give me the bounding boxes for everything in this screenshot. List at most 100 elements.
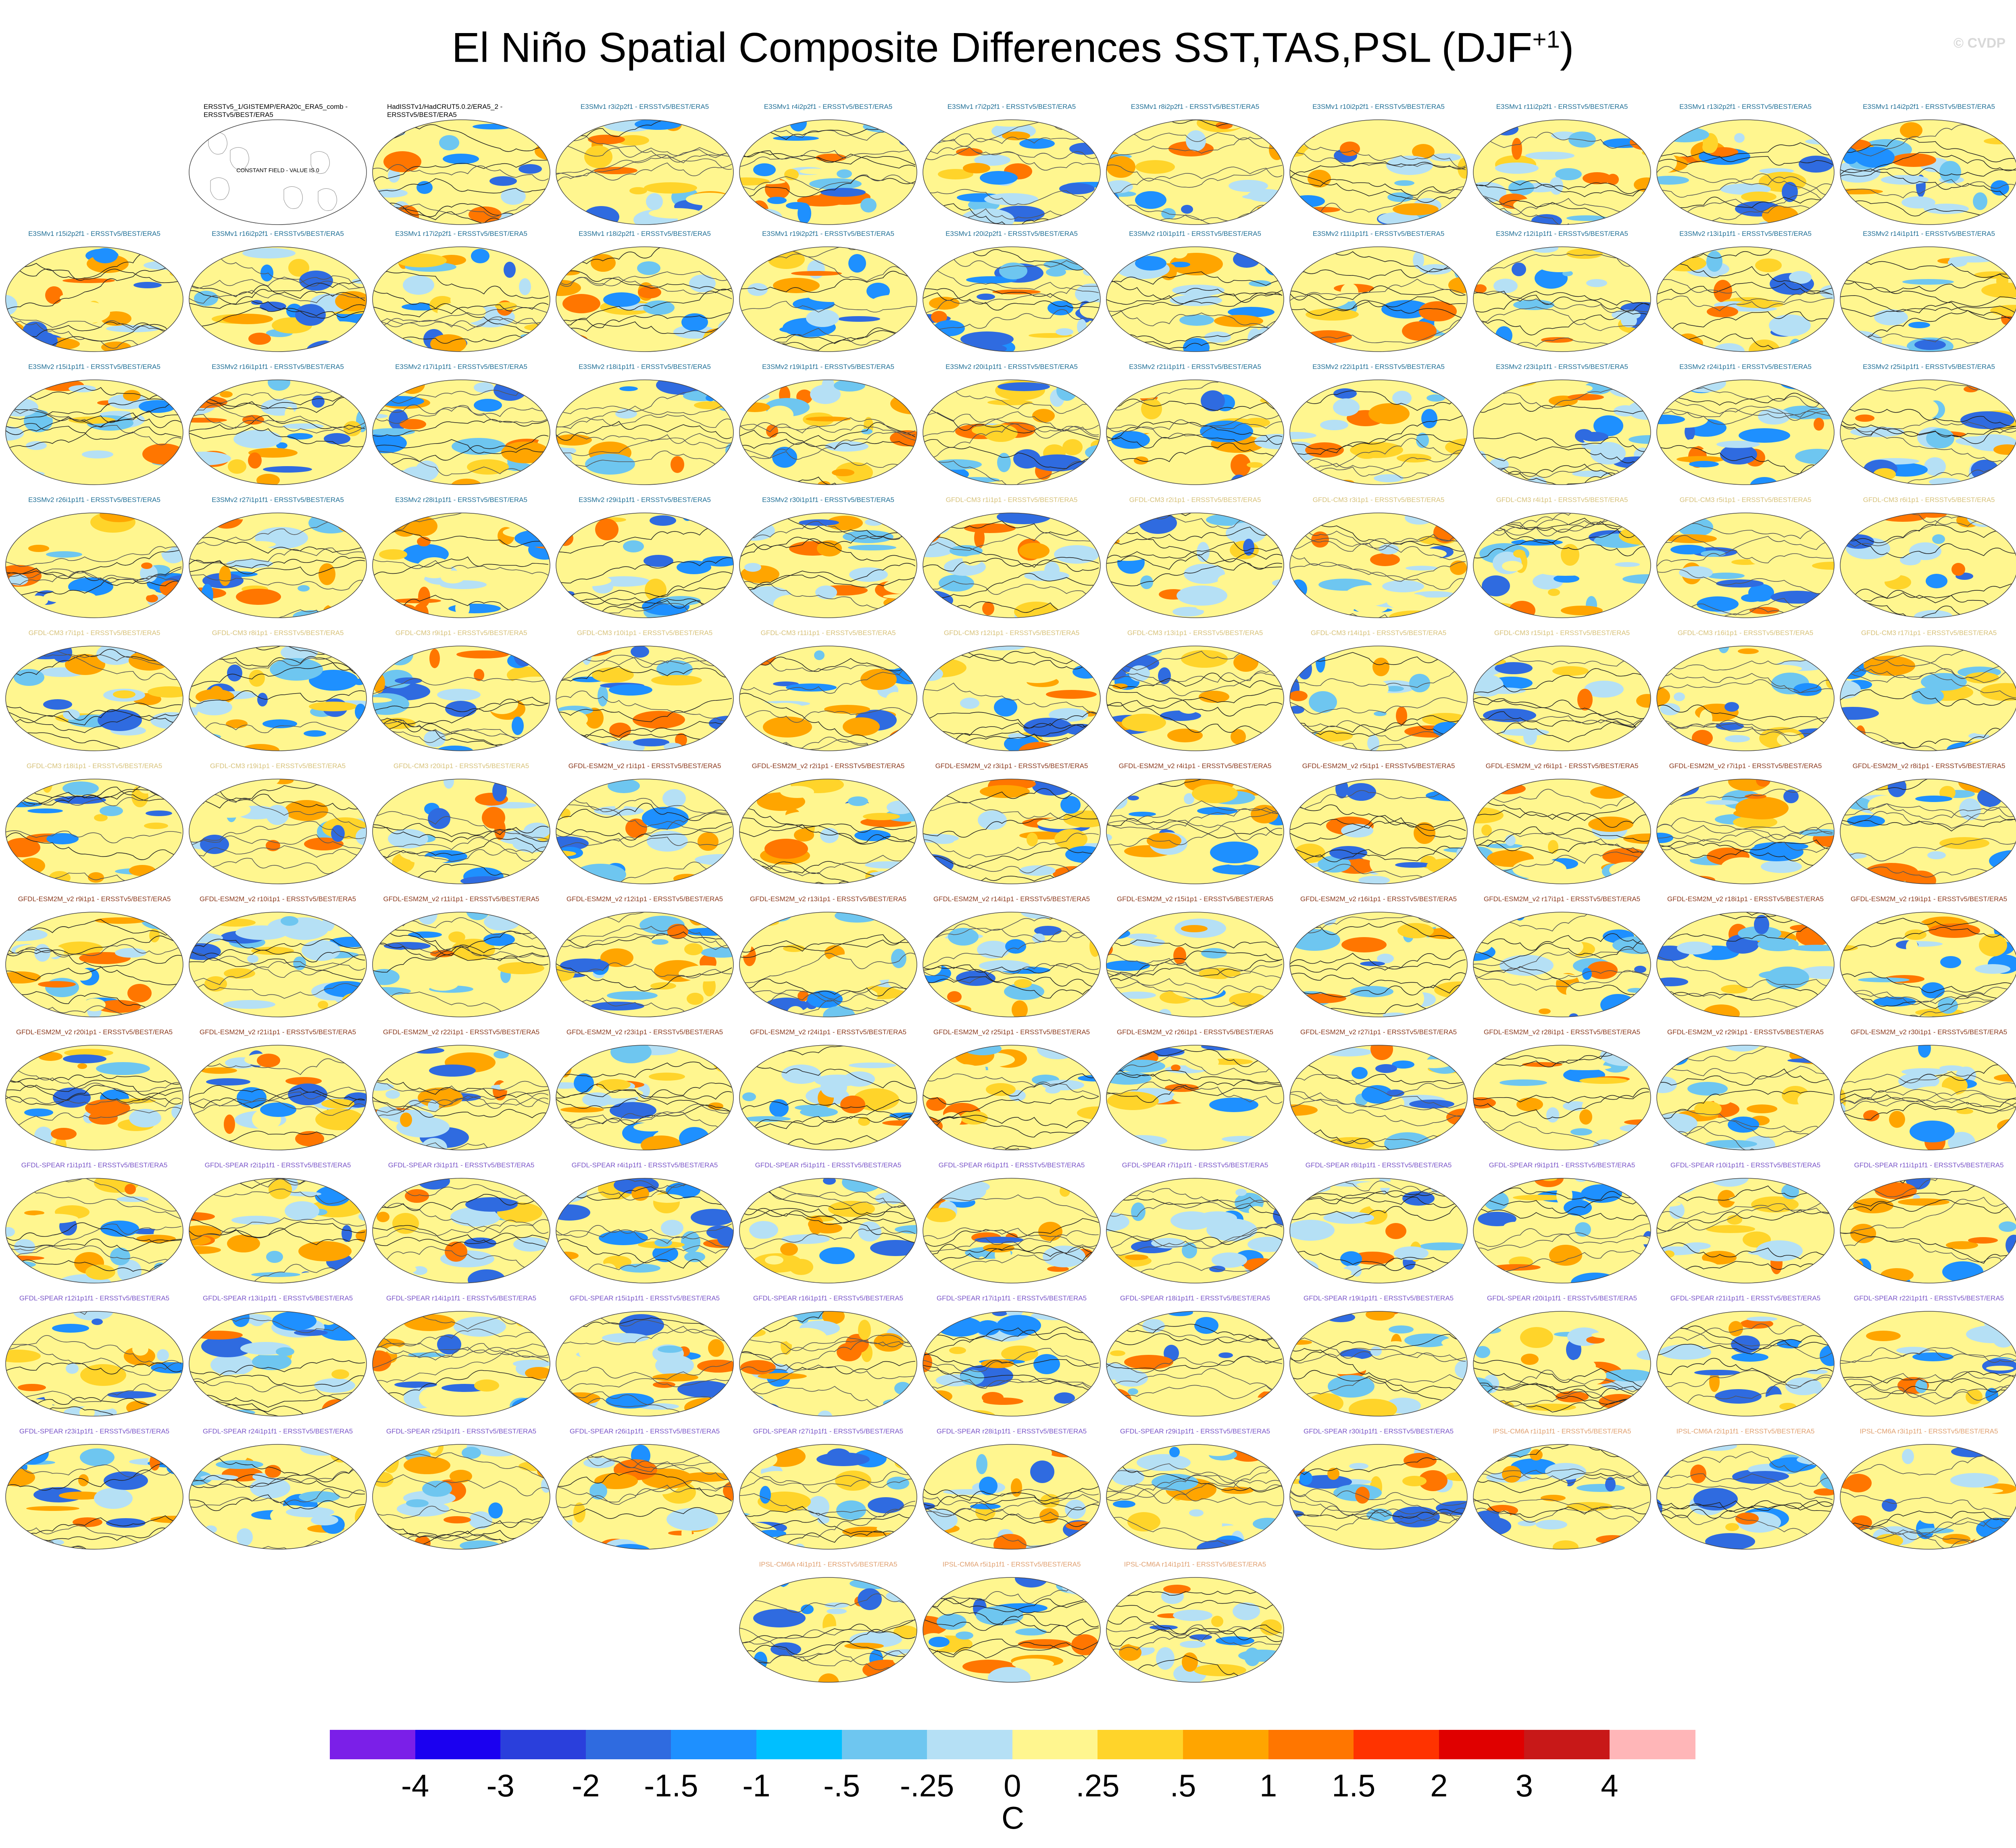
anomaly-blob — [1826, 247, 1834, 261]
anomaly-blob — [886, 692, 905, 708]
anomaly-blob — [718, 207, 733, 215]
anomaly-blob — [1609, 862, 1649, 879]
map-outline — [923, 119, 1101, 225]
anomaly-blob — [588, 135, 625, 144]
psl-contour — [923, 1218, 1099, 1247]
psl-contour — [373, 1095, 549, 1118]
anomaly-blob — [606, 1393, 654, 1408]
anomaly-blob — [1934, 137, 1982, 154]
anomaly-blob — [1674, 692, 1685, 701]
anomaly-blob — [1290, 1272, 1319, 1283]
anomaly-blob — [373, 120, 394, 128]
psl-contour — [739, 1207, 916, 1243]
panel-label: E3SMv1 r7i2p2f1 - ERSSTv5/BEST/ERA5 — [947, 103, 1076, 110]
anomaly-blob — [6, 465, 30, 485]
map-outline — [1840, 1045, 2016, 1150]
psl-contour — [1290, 652, 1466, 665]
anomaly-blob — [104, 1471, 148, 1490]
anomaly-blob — [1502, 561, 1523, 571]
model-map-panel: GFDL-SPEAR r25i1p1f1 - ERSSTv5/BEST/ERA5 — [371, 1427, 552, 1556]
anomaly-blob — [1840, 1311, 1864, 1321]
anomaly-blob — [190, 342, 235, 352]
anomaly-blob — [980, 171, 1018, 185]
psl-contour — [189, 279, 365, 309]
psl-contour — [1290, 668, 1466, 688]
world-map-robinson — [5, 1444, 183, 1550]
anomaly-blob — [6, 913, 21, 928]
anomaly-blob — [631, 1186, 649, 1201]
map-outline — [1289, 119, 1468, 225]
anomaly-blob — [1660, 127, 1709, 142]
psl-contour — [1473, 933, 1649, 951]
anomaly-blob — [474, 399, 502, 412]
panel-label: GFDL-ESM2M_v2 r21i1p1 - ERSSTv5/BEST/ERA… — [199, 1028, 356, 1036]
psl-contour — [1106, 1463, 1283, 1484]
map-outline — [556, 1444, 734, 1550]
anomaly-blob — [1030, 1460, 1054, 1483]
anomaly-blob — [1264, 254, 1284, 275]
anomaly-blob — [1973, 192, 1987, 210]
psl-contour — [1657, 841, 1833, 866]
anomaly-blob — [1385, 1223, 1406, 1239]
anomaly-blob — [1974, 569, 1987, 582]
anomaly-blob — [50, 1354, 64, 1363]
anomaly-blob — [1199, 968, 1241, 979]
anomaly-blob — [708, 1339, 724, 1357]
anomaly-blob — [1106, 1626, 1129, 1642]
anomaly-blob — [1659, 1444, 1677, 1453]
anomaly-blob — [451, 479, 482, 485]
anomaly-blob — [1760, 1060, 1793, 1073]
panel-label: GFDL-CM3 r11i1p1 - ERSSTv5/BEST/ERA5 — [760, 629, 896, 637]
anomaly-blob — [454, 1317, 506, 1337]
anomaly-blob — [143, 1045, 157, 1056]
anomaly-blob — [287, 433, 313, 440]
map-outline — [1106, 912, 1284, 1017]
psl-contour — [373, 1225, 549, 1248]
anomaly-blob — [753, 1609, 806, 1627]
psl-contour — [739, 1341, 916, 1373]
anomaly-blob — [302, 940, 340, 961]
map-outline — [739, 513, 917, 618]
anomaly-blob — [223, 1410, 255, 1415]
anomaly-blob — [1107, 1092, 1159, 1110]
psl-contour — [1473, 402, 1649, 414]
anomaly-blob — [1755, 258, 1782, 272]
psl-contour — [189, 391, 365, 413]
anomaly-blob — [673, 874, 701, 883]
anomaly-blob — [1214, 315, 1263, 327]
anomaly-blob — [408, 1352, 445, 1357]
panel-label: E3SMv1 r13i2p2f1 - ERSSTv5/BEST/ERA5 — [1679, 103, 1812, 110]
anomaly-blob — [54, 779, 66, 781]
anomaly-blob — [1370, 1346, 1382, 1356]
psl-contour — [923, 833, 1099, 859]
anomaly-blob — [141, 912, 183, 930]
psl-contour — [373, 846, 549, 862]
anomaly-blob — [1002, 677, 1020, 694]
map-outline — [189, 779, 367, 884]
colorbar-tick-label: -4 — [401, 1768, 429, 1803]
anomaly-blob — [1898, 1198, 1949, 1206]
anomaly-blob — [675, 733, 687, 747]
anomaly-blob — [821, 188, 866, 197]
map-background — [1473, 646, 1651, 751]
anomaly-blob — [1247, 462, 1263, 468]
colorbar-units: C — [1001, 1800, 1025, 1835]
world-map-robinson — [923, 1311, 1101, 1417]
anomaly-blob — [934, 779, 973, 783]
anomaly-blob — [519, 1461, 550, 1471]
world-map-robinson — [1840, 1045, 2016, 1150]
anomaly-blob — [773, 136, 819, 141]
anomaly-blob — [964, 523, 1016, 533]
psl-contour — [189, 958, 365, 980]
anomaly-blob — [589, 1483, 607, 1500]
anomaly-blob — [785, 1328, 827, 1347]
anomaly-blob — [609, 684, 652, 696]
anomaly-blob — [439, 135, 459, 150]
world-map-robinson — [1289, 246, 1468, 352]
world-map-robinson — [5, 1045, 183, 1150]
anomaly-blob — [964, 554, 1013, 562]
model-map-panel: E3SMv1 r8i2p2f1 - ERSSTv5/BEST/ERA5 — [1105, 103, 1285, 231]
anomaly-blob — [650, 515, 676, 526]
anomaly-blob — [895, 1225, 917, 1234]
panel-label: GFDL-ESM2M_v2 r7i1p1 - ERSSTv5/BEST/ERA5 — [1669, 762, 1822, 770]
